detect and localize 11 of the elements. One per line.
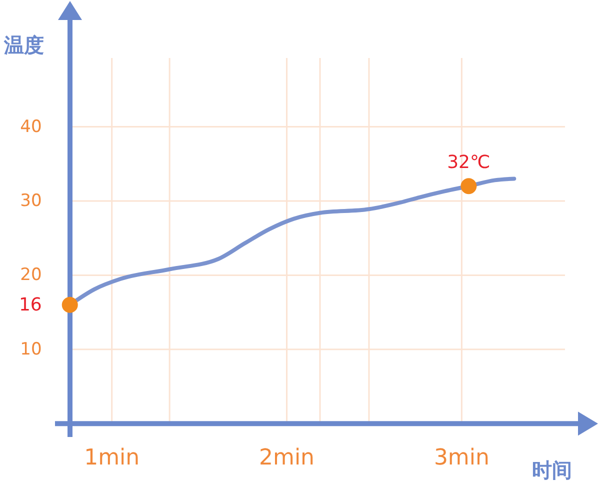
y-tick-label: 10: [20, 339, 42, 360]
data-label: 16: [18, 294, 42, 316]
y-tick-label: 30: [20, 190, 42, 211]
x-tick-label: 1min: [84, 446, 140, 470]
y-axis-title: 温度: [3, 33, 44, 57]
data-label: 32℃: [447, 152, 490, 174]
y-tick-label: 20: [20, 265, 42, 286]
x-axis-title: 时间: [532, 458, 572, 482]
x-tick-label: 3min: [434, 446, 490, 470]
y-tick-label: 40: [20, 116, 42, 137]
x-tick-label: 2min: [259, 446, 315, 470]
